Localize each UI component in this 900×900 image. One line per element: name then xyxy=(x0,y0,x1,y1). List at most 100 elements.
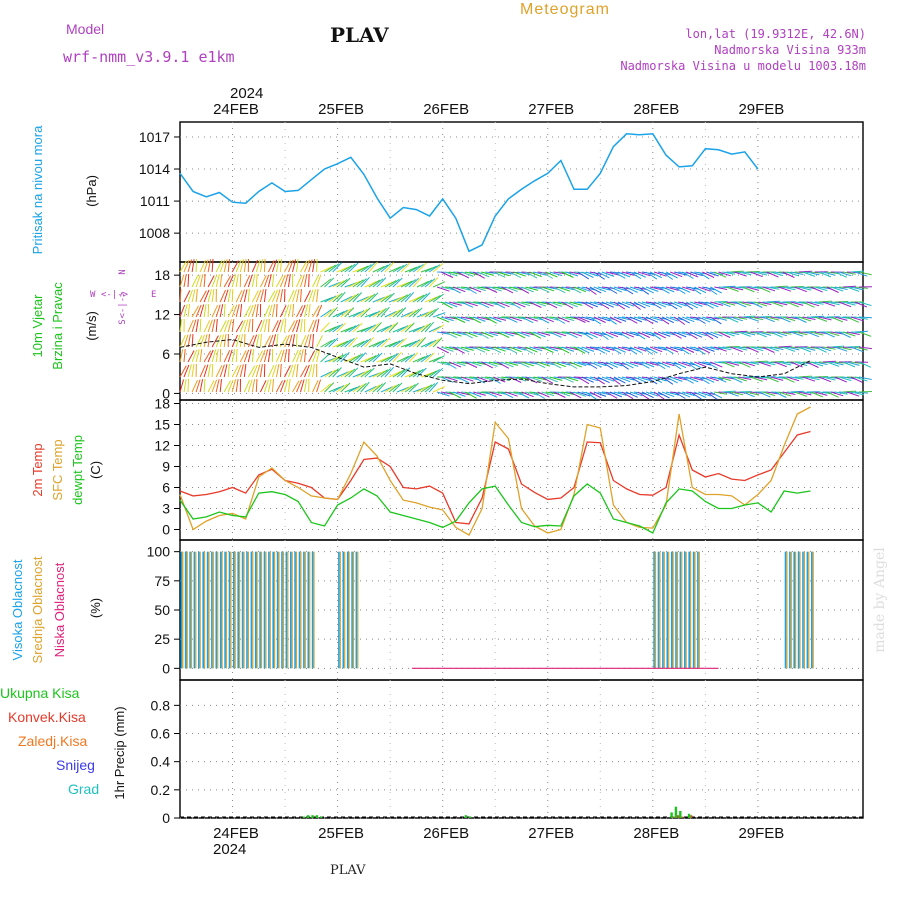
wind-arrow xyxy=(445,271,458,277)
wind-arrow xyxy=(661,271,674,280)
wind-arrow xyxy=(412,263,424,273)
wind-arrow xyxy=(384,384,397,393)
wind-arrow xyxy=(569,316,583,318)
mid-cloud-bar xyxy=(672,551,674,669)
wind-arrow xyxy=(243,364,247,378)
wind-arrow xyxy=(541,391,555,397)
wind-arrow xyxy=(625,391,639,398)
wind-arrow xyxy=(284,334,290,348)
cloud-tick-label: 0 xyxy=(162,660,170,676)
cloud-unit: (%) xyxy=(88,598,103,618)
wind-arrow xyxy=(702,271,715,278)
wind-arrow xyxy=(818,346,832,352)
wind-arrow xyxy=(505,316,518,323)
wind-arrow xyxy=(392,351,402,363)
wind-arrow xyxy=(597,391,611,396)
wind-arrow xyxy=(525,316,538,322)
wind-arrow xyxy=(493,346,506,352)
wind-title-1: 10m Vjetar xyxy=(30,294,45,358)
wind-arrow xyxy=(834,331,848,333)
wind-arrow xyxy=(621,391,634,400)
wind-arrow xyxy=(195,335,203,348)
wind-arrow xyxy=(613,316,627,322)
wind-arrow xyxy=(653,331,666,339)
wind-arrow xyxy=(577,271,590,280)
wind-arrow xyxy=(271,378,274,393)
wind-arrow xyxy=(854,316,868,320)
precip-panel: 0.8 0.6 0.4 0.2 0 xyxy=(151,679,864,826)
wind-arrow xyxy=(296,379,303,393)
wind-arrow xyxy=(806,271,820,276)
high-cloud-bar xyxy=(250,551,253,669)
wind-arrow xyxy=(645,286,659,292)
wind-arrow xyxy=(332,367,342,378)
mid-cloud-bar xyxy=(668,551,670,669)
mid-cloud-bar xyxy=(795,551,797,669)
wind-arrow xyxy=(457,391,471,396)
wind-arrow xyxy=(545,316,559,321)
wind-arrow xyxy=(561,286,575,291)
wind-arrow xyxy=(689,391,702,400)
wind-arrow xyxy=(521,316,534,324)
wind-arrow xyxy=(521,361,535,367)
high-cloud-bar xyxy=(662,551,664,669)
temp-panel: 18 15 12 9 6 3 0 xyxy=(154,396,864,541)
wind-arrow xyxy=(645,271,658,280)
temp-tick-label: 15 xyxy=(154,417,170,433)
wind-arrow xyxy=(380,293,392,303)
wind-arrow xyxy=(424,278,436,288)
wind-arrow xyxy=(557,346,570,354)
wind-arrow xyxy=(722,390,736,393)
wind-arrow xyxy=(259,289,264,303)
wind-arrow xyxy=(649,346,663,353)
wind-arrow xyxy=(605,316,617,325)
wind-arrow xyxy=(428,295,441,303)
wind-arrow xyxy=(854,301,868,308)
wind-arrow xyxy=(690,271,703,277)
high-cloud-bar xyxy=(272,551,274,669)
high-cloud-bar xyxy=(675,551,677,669)
wind-arrow xyxy=(255,350,264,363)
wind-arrow xyxy=(561,316,575,322)
mid-cloud-bar xyxy=(663,551,665,669)
high-cloud-bar xyxy=(811,551,813,669)
wind-arrow xyxy=(854,330,868,333)
wind-arrow xyxy=(231,274,237,288)
wind-arrow xyxy=(292,319,298,333)
precip-legend-item: Ukupna Kisa xyxy=(0,685,80,701)
wind-arrow xyxy=(380,368,392,378)
wind-arrow xyxy=(738,271,752,276)
high-cloud-bar xyxy=(311,551,314,669)
wind-arrow xyxy=(292,289,297,303)
wind-arrow xyxy=(412,368,424,378)
wind-arrow xyxy=(227,274,234,288)
wind-arrow xyxy=(842,301,856,306)
wind-arrow xyxy=(300,379,305,393)
wind-arrow xyxy=(818,316,832,321)
wind-arrow xyxy=(842,390,856,393)
wind-arrow xyxy=(485,391,498,398)
wind-arrow xyxy=(348,293,360,303)
wind-arrow xyxy=(549,301,562,307)
wind-arrow xyxy=(758,286,771,293)
wind-arrow xyxy=(826,301,840,306)
wind-arrow xyxy=(352,322,363,333)
bottom-day-label: 24FEB xyxy=(213,825,259,842)
wind-arrow xyxy=(649,316,663,322)
svg-text:N: N xyxy=(118,269,128,274)
wind-arrow xyxy=(858,376,872,380)
credit-watermark: made by Angel xyxy=(872,547,888,653)
precip-total-bar xyxy=(670,812,673,818)
wind-arrow xyxy=(428,307,439,318)
wind-arrow xyxy=(714,391,728,395)
wind-arrow xyxy=(742,286,755,293)
wind-arrow xyxy=(356,352,367,363)
wind-arrow xyxy=(263,258,266,273)
wind-arrow xyxy=(255,273,258,288)
wind-arrow xyxy=(637,301,651,308)
wind-arrow xyxy=(424,339,437,348)
wind-arrow xyxy=(762,361,776,366)
mid-cloud-bar xyxy=(265,551,267,669)
high-cloud-bar xyxy=(233,551,235,669)
wind-arrow xyxy=(681,346,695,353)
